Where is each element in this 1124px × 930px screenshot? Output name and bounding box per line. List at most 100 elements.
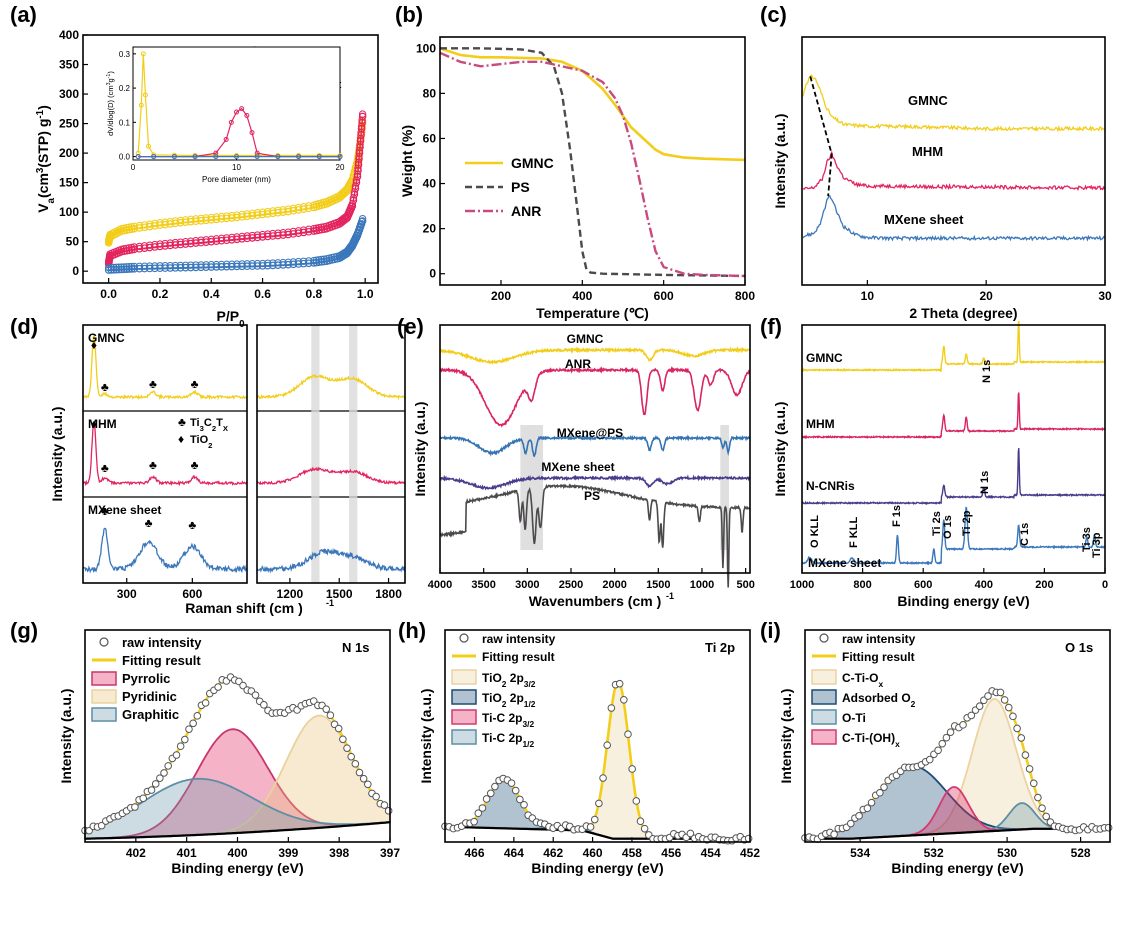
data-point xyxy=(192,237,200,245)
ti3c2tx-marker: ♣ xyxy=(101,504,109,518)
peak-annotation: F 1s xyxy=(891,505,903,527)
data-point xyxy=(151,219,159,228)
axes-frame xyxy=(801,36,1106,286)
y-tick-label: 0 xyxy=(72,264,79,278)
label-part: Adsorbed O xyxy=(842,691,911,705)
data-point xyxy=(358,112,367,121)
x-tick-label: 30 xyxy=(1098,289,1112,303)
ti3c2tx-marker: ♣ xyxy=(191,458,199,472)
raw-data-point xyxy=(830,830,838,839)
label-part: Wavenumbers (cm ) xyxy=(529,593,662,609)
label-part: 1/2 xyxy=(524,699,536,709)
x-tick-label: 466 xyxy=(465,846,485,860)
raw-data-point xyxy=(156,774,164,782)
raw-data-point xyxy=(1021,751,1030,759)
x-axis-label: Temperature (℃) xyxy=(536,305,649,321)
series-line-right xyxy=(256,466,405,486)
legend-label: O-Ti xyxy=(842,711,866,725)
data-point xyxy=(258,230,267,239)
data-point xyxy=(320,255,328,263)
label-part: Raman shift (cm ) xyxy=(185,600,302,616)
data-point xyxy=(258,208,267,216)
raw-data-point xyxy=(938,739,947,748)
x-tick-label: 458 xyxy=(622,846,642,860)
data-point xyxy=(145,262,154,270)
legend-swatch xyxy=(451,689,477,705)
data-point xyxy=(310,224,318,233)
inset-data-point xyxy=(151,154,157,160)
data-point xyxy=(187,237,195,245)
label-part: TiO xyxy=(482,671,502,685)
panel-h: (h) 466 464 462 460 458 456 454 452 Binding energ… xyxy=(398,618,760,876)
data-point xyxy=(181,216,190,224)
x-axis-label: Binding energy (eV) xyxy=(531,860,663,876)
data-point xyxy=(120,263,128,271)
data-point xyxy=(274,206,282,215)
label-part: 2 xyxy=(208,441,212,450)
data-point xyxy=(299,257,308,265)
inset-data-point xyxy=(254,150,260,156)
series-line xyxy=(801,320,1105,373)
raw-data-point xyxy=(139,794,148,803)
data-point xyxy=(197,236,205,244)
legend-label: Fitting result xyxy=(842,650,915,664)
inset-data-point xyxy=(213,150,219,156)
x-tick-label: 464 xyxy=(504,846,524,860)
data-point xyxy=(294,206,303,214)
data-point xyxy=(140,221,149,229)
legend-label: TiO2 2p1/2 xyxy=(482,691,536,709)
peak-annotation: Ti 3p xyxy=(1091,532,1103,558)
raw-data-point xyxy=(339,735,347,744)
x-axis-label: Binding energy (eV) xyxy=(897,593,1029,609)
data-point xyxy=(228,211,236,220)
raw-data-point xyxy=(516,795,524,804)
raw-data-point xyxy=(151,780,160,788)
series-label: GMNC xyxy=(88,331,125,345)
x-tick-label: 1500 xyxy=(326,587,353,601)
inset-y-label: dV/dlog(D) (cm3g-1) xyxy=(106,71,115,136)
series-line xyxy=(439,346,751,365)
axes-frame-right xyxy=(256,324,406,584)
x-tick-label: 0.8 xyxy=(306,287,323,301)
panel-label: (d) xyxy=(10,314,38,339)
data-point xyxy=(107,263,115,272)
data-point xyxy=(358,110,367,118)
legend-marker xyxy=(99,637,109,647)
peak-annotation: Ti 2p xyxy=(961,510,973,536)
y-tick-label: 80 xyxy=(423,86,437,100)
data-point xyxy=(299,203,308,211)
raw-data-point xyxy=(482,795,491,803)
raw-data-point xyxy=(193,712,202,720)
x-tick-label: 530 xyxy=(997,846,1017,860)
raw-data-point xyxy=(620,695,628,704)
label-part: -1 xyxy=(106,74,112,79)
label-part: (STP) g xyxy=(35,119,51,168)
data-point xyxy=(238,210,246,219)
data-point xyxy=(207,260,215,269)
x-tick-label: 1800 xyxy=(375,587,402,601)
axes-frame xyxy=(801,324,1106,574)
label-part: 2 xyxy=(212,424,216,433)
series-label: GMNC xyxy=(908,93,948,108)
data-point xyxy=(207,235,215,244)
x-tick-label: 200 xyxy=(491,289,511,303)
series-label: MHM xyxy=(912,144,943,159)
legend-label: raw intensity xyxy=(482,632,556,646)
data-point xyxy=(212,235,221,243)
legend-label: Ti3C2TX xyxy=(190,417,229,433)
data-point xyxy=(358,214,367,223)
data-point xyxy=(212,213,221,221)
panel-f: (f) 1000 800 600 400 200 0 Binding energy (eV) I… xyxy=(760,314,1108,609)
label-part: P/P xyxy=(216,308,239,324)
data-point xyxy=(192,261,200,269)
data-point xyxy=(135,221,144,230)
raw-data-point xyxy=(1042,812,1051,821)
data-point xyxy=(156,262,164,270)
x-tick-label: 0.0 xyxy=(100,287,117,301)
raw-data-point xyxy=(322,705,331,713)
raw-data-point xyxy=(934,746,942,755)
ti3c2tx-marker: ♣ xyxy=(191,377,199,391)
data-point xyxy=(217,260,226,269)
raw-data-point xyxy=(172,751,181,759)
raw-data-point xyxy=(347,752,355,761)
